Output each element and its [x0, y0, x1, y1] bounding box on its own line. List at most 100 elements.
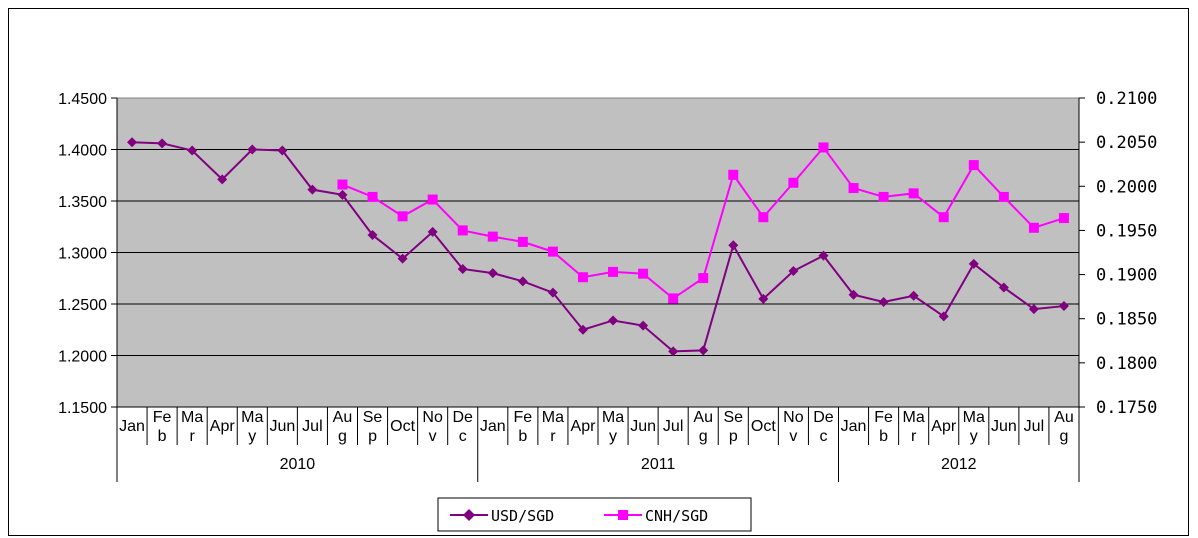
usd-sgd-point [547, 287, 558, 298]
month-label: Oct [751, 418, 776, 435]
month-label: r [911, 428, 917, 445]
usd-sgd-point [187, 145, 198, 156]
right-axis-tick-label: 0.1900 [1096, 266, 1157, 286]
usd-sgd-point [818, 250, 829, 261]
right-axis-tick-label: 0.1850 [1096, 310, 1157, 330]
right-axis-tick-label: 0.2000 [1096, 177, 1157, 197]
cnh-sgd-point [638, 268, 649, 279]
cnh-sgd-point [577, 272, 588, 283]
month-label: Apr [571, 418, 597, 435]
month-label: Apr [210, 418, 236, 435]
usd-sgd-point [367, 229, 378, 240]
month-label: Ma [542, 409, 564, 426]
month-label: Fe [874, 409, 893, 426]
month-label: Jul [302, 418, 322, 435]
cnh-sgd-point [788, 177, 799, 188]
cnh-sgd-point [608, 266, 619, 277]
cnh-sgd-point [968, 160, 979, 171]
right-axis-tick-label: 0.1750 [1096, 398, 1157, 418]
usd-sgd-point [998, 282, 1009, 293]
right-axis-tick-label: 0.1800 [1096, 354, 1157, 374]
month-label: y [248, 428, 256, 445]
usd-sgd-point [758, 293, 769, 304]
right-axis-tick-label: 0.1950 [1096, 221, 1157, 241]
cnh-sgd-point [397, 211, 408, 222]
cnh-sgd-point [547, 246, 558, 257]
month-label: b [518, 428, 527, 445]
usd-sgd-point [1028, 304, 1039, 315]
legend-usd-marker [463, 509, 475, 521]
cnh-sgd-point [1058, 213, 1069, 224]
month-label: g [699, 428, 708, 445]
usd-sgd-point [457, 263, 468, 274]
left-axis-tick-label: 1.2000 [58, 349, 107, 366]
cnh-sgd-point [487, 231, 498, 242]
cnh-sgd-point [337, 179, 348, 190]
month-label: De [813, 409, 834, 426]
right-axis-tick-label: 0.2100 [1096, 89, 1157, 109]
usd-sgd-point [307, 184, 318, 195]
usd-sgd-point [217, 174, 228, 185]
month-label: Ma [241, 409, 263, 426]
month-label: v [789, 428, 797, 445]
month-label: p [368, 428, 377, 445]
year-label: 2011 [641, 456, 676, 473]
cnh-sgd-point [848, 183, 859, 194]
cnh-sgd-point [457, 225, 468, 236]
month-label: Jun [991, 418, 1017, 435]
usd-sgd-point [878, 296, 889, 307]
right-axis-tick-label: 0.2050 [1096, 133, 1157, 153]
usd-sgd-point [487, 268, 498, 279]
month-label: Jun [269, 418, 295, 435]
month-label: Se [723, 409, 743, 426]
year-label: 2012 [941, 456, 977, 473]
month-label: g [338, 428, 347, 445]
legend-cnh-marker [618, 510, 628, 520]
month-label: Ma [903, 409, 925, 426]
month-label: c [819, 428, 827, 445]
month-label: No [783, 409, 804, 426]
month-label: b [158, 428, 167, 445]
cnh-sgd-point [908, 188, 919, 199]
usd-sgd-line [131, 141, 1065, 353]
usd-sgd-point [968, 258, 979, 269]
usd-sgd-point [397, 253, 408, 264]
usd-sgd-point [938, 311, 949, 322]
month-label: Jun [630, 418, 656, 435]
month-label: Oct [390, 418, 415, 435]
legend-box [437, 497, 752, 532]
usd-sgd-point [728, 240, 739, 251]
month-label: Jan [841, 418, 867, 435]
month-label: c [459, 428, 467, 445]
cnh-sgd-point [728, 169, 739, 180]
usd-sgd-point [638, 320, 649, 331]
month-label: Fe [153, 409, 172, 426]
month-label: No [422, 409, 443, 426]
legend: USD/SGD CNH/SGD [437, 497, 752, 532]
month-label: Jul [1024, 418, 1044, 435]
left-axis-tick-label: 1.1500 [58, 400, 107, 417]
usd-sgd-point [848, 289, 859, 300]
month-label: Jan [119, 418, 145, 435]
month-label: Ma [181, 409, 203, 426]
month-label: Ma [602, 409, 624, 426]
usd-sgd-point [1058, 301, 1069, 312]
month-label: Au [1054, 409, 1074, 426]
usd-sgd-point [908, 290, 919, 301]
month-label: r [550, 428, 556, 445]
usd-sgd-point [157, 138, 168, 149]
usd-sgd-point [337, 189, 348, 200]
usd-sgd-point [277, 145, 288, 156]
legend-usd-label: USD/SGD [491, 507, 554, 525]
month-label: Apr [931, 418, 957, 435]
left-axis-tick-label: 1.4000 [58, 143, 107, 160]
usd-sgd-point [668, 346, 679, 357]
month-label: Jan [480, 418, 506, 435]
cnh-sgd-point [517, 236, 528, 247]
year-label: 2010 [280, 456, 316, 473]
usd-sgd-point [127, 137, 138, 148]
usd-sgd-point [608, 315, 619, 326]
usd-sgd-point [577, 324, 588, 335]
month-label: De [452, 409, 473, 426]
